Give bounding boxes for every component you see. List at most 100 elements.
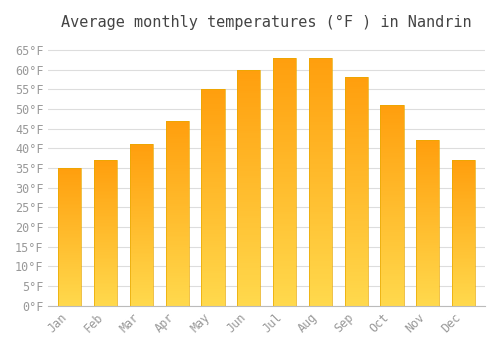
Bar [308,78,332,80]
Bar [58,263,82,265]
Bar [344,226,368,228]
Bar [416,235,440,236]
Bar [308,65,332,68]
Bar [380,298,404,300]
Bar [166,200,189,202]
Bar [344,180,368,183]
Bar [58,274,82,275]
Bar [344,192,368,194]
Bar [166,213,189,215]
Bar [237,162,260,164]
Bar [58,209,82,211]
Bar [273,68,296,70]
Bar [308,192,332,194]
Bar [237,107,260,110]
Bar [308,58,332,60]
Bar [237,169,260,171]
Bar [202,211,224,213]
Bar [273,254,296,256]
Bar [130,214,153,216]
Bar [130,145,153,146]
Bar [308,110,332,112]
Bar [130,199,153,201]
Bar [58,248,82,249]
Bar [130,253,153,254]
Bar [380,272,404,274]
Bar [416,174,440,175]
Bar [58,260,82,262]
Bar [130,174,153,175]
Bar [416,217,440,218]
Bar [273,249,296,251]
Bar [166,128,189,130]
Bar [166,163,189,165]
Bar [273,261,296,264]
Bar [202,128,224,131]
Bar [166,261,189,263]
Bar [308,127,332,130]
Bar [94,239,118,240]
Bar [130,259,153,261]
Bar [273,269,296,271]
Bar [308,177,332,179]
Bar [344,167,368,169]
Bar [273,58,296,60]
Bar [344,119,368,121]
Bar [273,105,296,107]
Bar [202,288,224,291]
Bar [237,105,260,107]
Bar [416,185,440,187]
Bar [202,269,224,271]
Bar [416,233,440,235]
Bar [202,96,224,98]
Bar [273,288,296,291]
Bar [416,302,440,304]
Bar [237,143,260,145]
Bar [308,92,332,95]
Bar [380,304,404,306]
Bar [344,279,368,281]
Bar [166,286,189,287]
Bar [344,114,368,116]
Bar [344,173,368,176]
Title: Average monthly temperatures (°F ) in Nandrin: Average monthly temperatures (°F ) in Na… [62,15,472,30]
Bar [58,176,82,178]
Bar [380,105,404,306]
Bar [452,234,475,236]
Bar [166,217,189,219]
Bar [380,121,404,123]
Bar [94,195,118,197]
Bar [344,196,368,198]
Bar [237,171,260,174]
Bar [130,164,153,166]
Bar [273,142,296,145]
Bar [130,212,153,214]
Bar [416,236,440,238]
Bar [237,174,260,176]
Bar [416,266,440,268]
Bar [452,266,475,268]
Bar [130,249,153,251]
Bar [237,86,260,89]
Bar [94,169,118,170]
Bar [308,142,332,145]
Bar [202,115,224,118]
Bar [58,181,82,182]
Bar [237,129,260,131]
Bar [308,182,332,184]
Bar [380,195,404,197]
Bar [416,147,440,149]
Bar [452,286,475,287]
Bar [166,171,189,173]
Bar [416,149,440,150]
Bar [273,98,296,100]
Bar [58,304,82,306]
Bar [130,282,153,283]
Bar [237,273,260,275]
Bar [58,262,82,263]
Bar [94,198,118,200]
Bar [273,107,296,110]
Bar [130,293,153,295]
Bar [130,153,153,154]
Bar [344,224,368,226]
